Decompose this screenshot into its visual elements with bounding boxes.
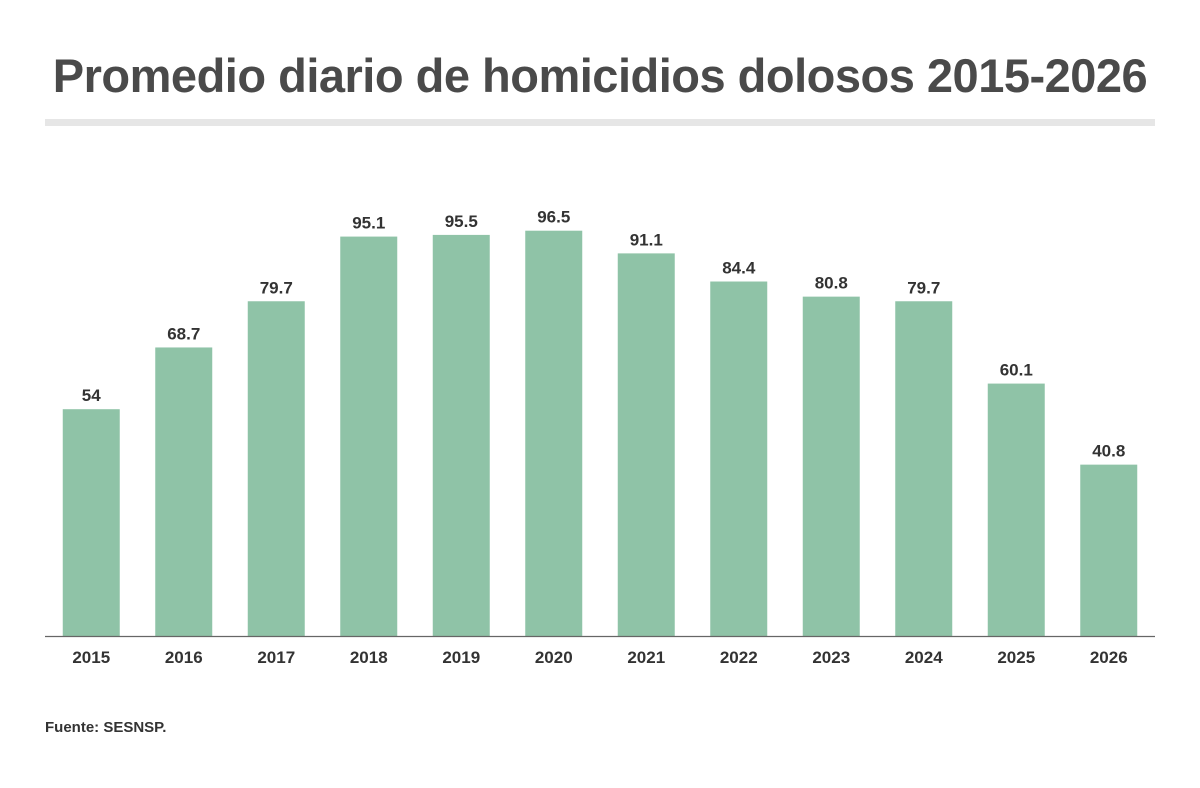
data-label-2018: 95.1 [352, 214, 385, 233]
x-tick-2020: 2020 [535, 648, 573, 667]
data-label-2019: 95.5 [445, 212, 478, 231]
bar-2026 [1080, 464, 1138, 636]
bar-2023 [802, 296, 860, 636]
x-tick-2022: 2022 [720, 648, 758, 667]
data-label-2024: 79.7 [907, 278, 940, 297]
bar-2015 [62, 409, 120, 636]
bar-2016 [155, 347, 213, 636]
bar-2020 [525, 230, 583, 636]
x-tick-2015: 2015 [72, 648, 110, 667]
data-label-2025: 60.1 [1000, 361, 1033, 380]
source-note: Fuente: SESNSP. [45, 719, 167, 736]
bar-2024 [895, 301, 953, 636]
chart-title: Promedio diario de homicidios dolosos 20… [52, 49, 1148, 102]
data-label-2017: 79.7 [260, 278, 293, 297]
x-tick-2016: 2016 [165, 648, 203, 667]
data-label-2023: 80.8 [815, 274, 848, 293]
bar-chart: 54 2015 68.7 2016 79.7 2017 95.1 2018 95.5 2019 96… [45, 208, 1155, 667]
bar-2019 [432, 234, 490, 636]
x-tick-2019: 2019 [442, 648, 480, 667]
data-label-2016: 68.7 [167, 324, 200, 343]
x-tick-2025: 2025 [997, 648, 1035, 667]
x-tick-2026: 2026 [1090, 648, 1128, 667]
bar-2018 [340, 236, 398, 636]
data-label-2021: 91.1 [630, 230, 663, 249]
x-tick-2021: 2021 [627, 648, 665, 667]
data-label-2026: 40.8 [1092, 442, 1125, 461]
x-tick-2018: 2018 [350, 648, 388, 667]
bar-2017 [247, 301, 305, 636]
x-tick-2017: 2017 [257, 648, 295, 667]
data-label-2020: 96.5 [537, 208, 570, 227]
bar-2021 [617, 253, 675, 636]
bar-2022 [710, 281, 768, 636]
data-label-2022: 84.4 [722, 259, 756, 278]
data-label-2015: 54 [82, 386, 101, 405]
title-divider [45, 119, 1155, 126]
x-tick-2024: 2024 [905, 648, 943, 667]
bar-2025 [987, 383, 1045, 636]
x-tick-2023: 2023 [812, 648, 850, 667]
